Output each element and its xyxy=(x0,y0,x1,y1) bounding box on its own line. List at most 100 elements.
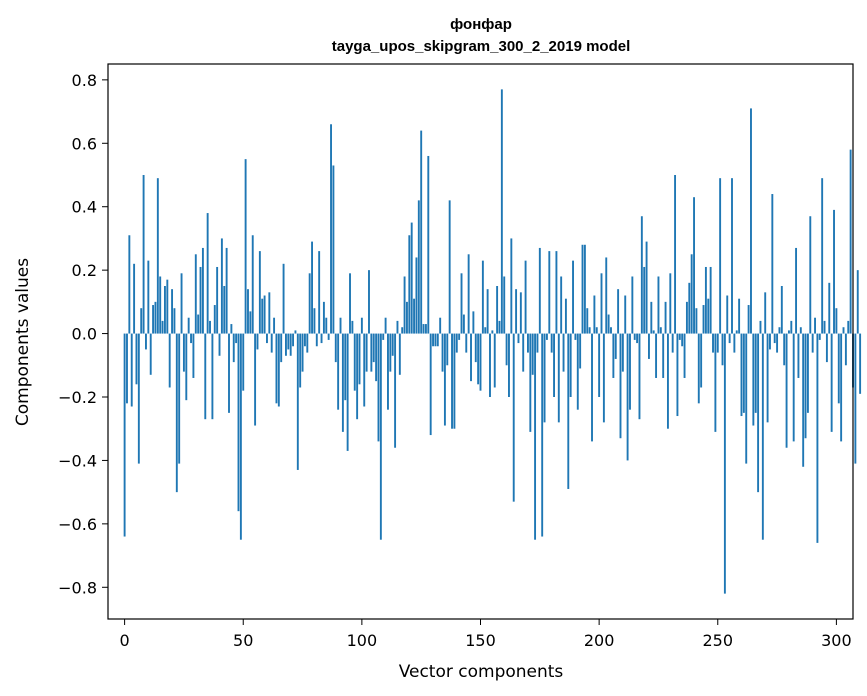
bar-46 xyxy=(232,333,235,363)
x-tick-label: 150 xyxy=(465,631,496,650)
bar-60 xyxy=(266,333,268,344)
bar-228 xyxy=(664,301,667,334)
bar-79 xyxy=(311,241,313,334)
bar-63 xyxy=(273,317,276,334)
bar-19 xyxy=(168,333,171,388)
bar-49 xyxy=(239,333,242,540)
bar-156 xyxy=(493,333,496,388)
bar-52 xyxy=(247,289,249,334)
bar-125 xyxy=(420,130,423,334)
bar-181 xyxy=(553,333,555,397)
bar-58 xyxy=(261,298,264,334)
bar-21 xyxy=(173,308,176,334)
bar-62 xyxy=(270,333,273,353)
bar-175 xyxy=(538,247,541,334)
bar-171 xyxy=(529,333,532,432)
bar-225 xyxy=(657,276,660,334)
x-tick-label: 250 xyxy=(702,631,733,650)
bar-61 xyxy=(268,292,271,334)
bar-115 xyxy=(396,320,399,334)
bar-81 xyxy=(315,333,318,347)
bar-15 xyxy=(159,276,162,334)
bar-43 xyxy=(225,247,228,334)
bar-91 xyxy=(339,317,342,334)
bar-176 xyxy=(541,333,544,537)
bar-105 xyxy=(372,333,375,363)
bar-128 xyxy=(427,155,430,334)
bar-101 xyxy=(363,333,366,407)
bar-145 xyxy=(467,254,470,334)
bar-12 xyxy=(152,305,155,334)
bar-94 xyxy=(346,333,349,451)
chart-title: фонфар xyxy=(450,16,512,33)
bar-247 xyxy=(709,266,712,334)
y-axis-label: Components values xyxy=(13,258,33,426)
bar-65 xyxy=(277,333,280,407)
bar-232 xyxy=(674,175,677,334)
bar-14 xyxy=(156,178,159,334)
bar-119 xyxy=(406,301,408,334)
bar-281 xyxy=(790,320,793,334)
bar-53 xyxy=(249,311,252,334)
bar-116 xyxy=(398,333,401,375)
bar-27 xyxy=(187,317,190,334)
bar-291 xyxy=(814,317,816,334)
bar-296 xyxy=(825,333,828,363)
bar-224 xyxy=(655,333,658,378)
bar-262 xyxy=(745,333,748,464)
bar-306 xyxy=(849,149,852,334)
bar-277 xyxy=(780,286,783,334)
bar-89 xyxy=(334,333,337,363)
bar-33 xyxy=(201,247,204,334)
bar-108 xyxy=(379,333,382,540)
bar-126 xyxy=(422,324,425,334)
bar-28 xyxy=(190,333,192,344)
bar-293 xyxy=(818,333,821,340)
bar-40 xyxy=(218,333,221,356)
bar-131 xyxy=(434,333,437,347)
bar-20 xyxy=(171,289,174,334)
bar-269 xyxy=(761,333,764,540)
bar-124 xyxy=(417,200,420,334)
bar-266 xyxy=(754,333,757,413)
x-axis-label: Vector components xyxy=(399,662,564,682)
bar-80 xyxy=(313,308,316,334)
bar-172 xyxy=(531,333,534,375)
y-tick-label: −0.4 xyxy=(58,451,97,470)
bar-18 xyxy=(166,279,169,334)
bar-85 xyxy=(325,317,328,334)
bar-102 xyxy=(365,333,368,372)
bar-218 xyxy=(640,216,643,334)
bar-263 xyxy=(747,305,750,334)
bar-161 xyxy=(505,333,508,366)
y-tick-label: 0.0 xyxy=(72,325,97,344)
bar-56 xyxy=(256,333,259,350)
bar-23 xyxy=(178,333,181,464)
bar-290 xyxy=(811,333,814,353)
bar-182 xyxy=(555,251,558,334)
bar-214 xyxy=(631,276,634,334)
bar-100 xyxy=(360,317,363,334)
bar-197 xyxy=(591,333,593,442)
bar-310 xyxy=(859,333,862,394)
bar-267 xyxy=(757,333,760,493)
bar-245 xyxy=(704,266,707,334)
bar-165 xyxy=(515,289,518,334)
bar-54 xyxy=(251,235,254,334)
bar-208 xyxy=(617,289,620,334)
bar-216 xyxy=(636,333,639,344)
bar-50 xyxy=(242,333,245,391)
bar-78 xyxy=(308,273,311,334)
bar-287 xyxy=(804,333,807,439)
bar-97 xyxy=(353,333,356,391)
bar-69 xyxy=(287,333,290,350)
bar-4 xyxy=(133,263,136,334)
bar-186 xyxy=(564,298,567,334)
bar-68 xyxy=(285,333,287,356)
bar-59 xyxy=(263,295,266,334)
bar-24 xyxy=(180,273,183,334)
x-tick-label: 0 xyxy=(120,631,130,650)
bar-292 xyxy=(816,333,819,543)
bar-271 xyxy=(766,333,769,423)
bar-264 xyxy=(750,108,752,334)
